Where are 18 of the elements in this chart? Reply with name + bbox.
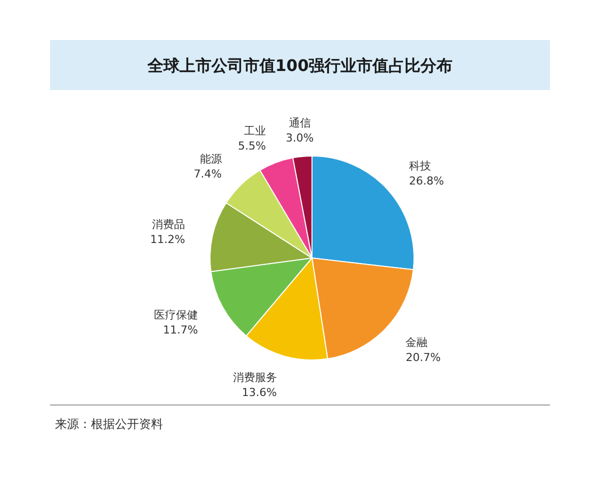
data-label: 26.8% (409, 174, 444, 188)
data-label: 7.4% (194, 167, 222, 180)
data-label: 20.7% (406, 351, 441, 364)
slice-label: 消费品 (152, 218, 186, 231)
slice-label: 能源 (200, 152, 222, 166)
data-label: 11.2% (150, 232, 186, 246)
data-label: 3.0% (286, 132, 314, 145)
slice-label: 通信 (288, 116, 311, 130)
data-label: 13.6% (242, 386, 277, 400)
source-note: 来源：根据公开资料 (55, 417, 163, 431)
data-label: 5.5% (238, 139, 266, 152)
slice-label: 消费服务 (232, 371, 277, 384)
slice-label: 科技 (409, 160, 432, 172)
slice-label: 工业 (244, 124, 266, 138)
slice-label: 金融 (406, 336, 428, 350)
data-label: 11.7% (163, 324, 198, 337)
chart-title: 全球上市公司市值100强行业市值占比分布 (146, 56, 453, 75)
slice-label: 医疗保健 (154, 308, 198, 322)
